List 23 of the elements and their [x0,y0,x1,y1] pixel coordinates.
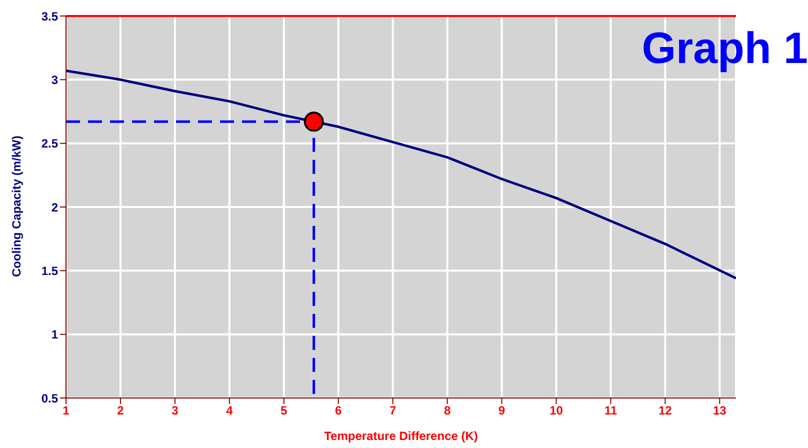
x-tick-label: 9 [498,404,506,418]
y-tick-label: 0.5 [41,391,58,406]
chart-title: Graph 1 [642,24,808,74]
y-tick-label: 1.5 [41,264,58,278]
x-tick-label: 2 [117,404,124,418]
x-tick-label: 10 [550,404,564,418]
x-tick-label: 7 [389,404,396,418]
y-axis-title: Cooling Capacity (m/kW) [9,136,24,277]
y-tick-label: 3.5 [41,9,58,24]
x-tick-label: 8 [444,404,451,418]
x-tick-label: 12 [658,404,672,418]
x-tick-label: 11 [604,404,618,418]
x-tick-label: 3 [172,404,179,418]
x-axis-title: Temperature Difference (K) [324,429,478,443]
x-tick-label: 1 [62,404,70,418]
y-tick-label: 2.5 [41,136,58,151]
x-tick-label: 4 [226,404,234,418]
y-tick-label: 3 [51,72,58,87]
y-tick-label: 1 [51,328,58,342]
x-tick-label: 6 [335,404,342,418]
x-tick-label: 13 [712,404,727,418]
y-tick-label: 2 [51,200,58,214]
x-tick-label: 5 [280,404,288,418]
